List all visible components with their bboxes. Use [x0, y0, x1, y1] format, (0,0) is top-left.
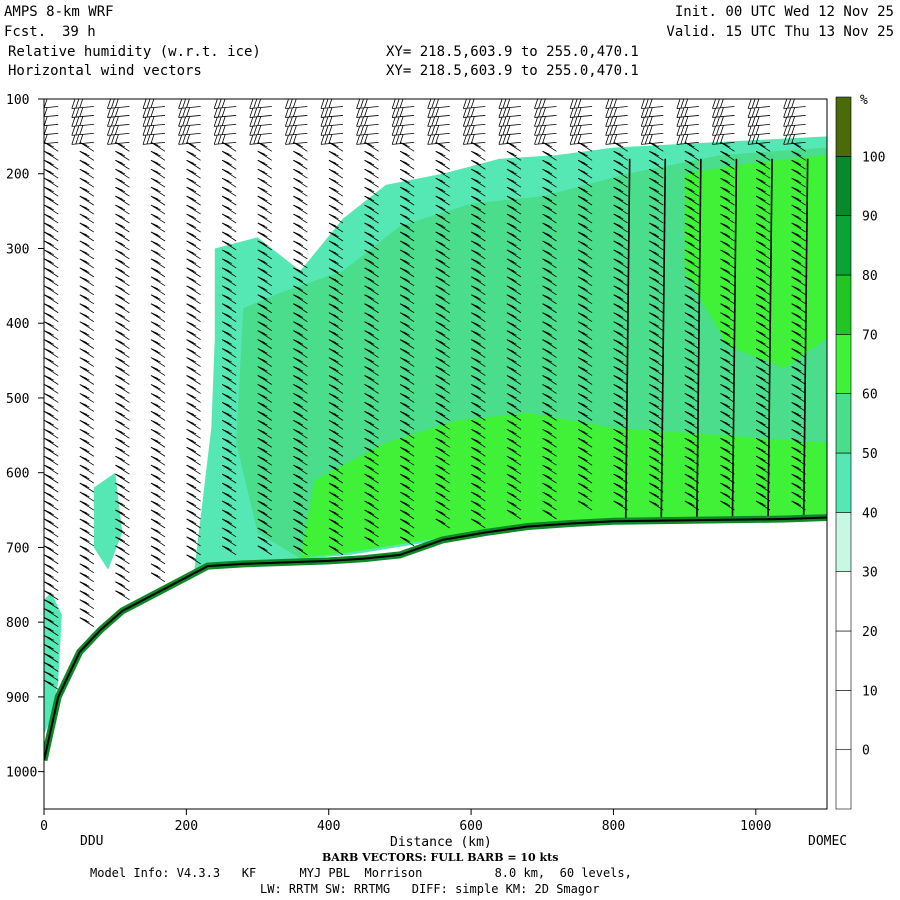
y-tick-label-5: 600 — [6, 467, 29, 482]
axes: 0 200 400 600 800 1000 100 200 300 400 500 600 700 80… — [6, 93, 771, 834]
colorbar-label-9: 90 — [862, 210, 878, 225]
barb-column-3 — [142, 99, 166, 583]
rh-field — [44, 136, 827, 735]
barb-column-17 — [640, 99, 667, 521]
colorbar-label-2: 20 — [862, 625, 878, 640]
fcst-label: Fcst. — [4, 24, 47, 40]
colorbar-label-8: 80 — [862, 269, 878, 284]
colorbar-label-1: 10 — [862, 684, 878, 699]
y-tick-label-7: 800 — [6, 616, 29, 631]
barb-column-21 — [783, 99, 809, 519]
barb-column-4 — [178, 99, 201, 565]
rh-region-4 — [44, 592, 62, 735]
barb-column-9 — [356, 99, 379, 547]
rh-region-3 — [300, 412, 827, 558]
field1-label: Relative humidity (w.r.t. ice) — [8, 44, 261, 60]
x-tick-label-2: 400 — [317, 819, 340, 834]
field2-label: Horizontal wind vectors — [8, 63, 202, 79]
terrain — [44, 514, 827, 809]
barb-column-13 — [498, 99, 522, 520]
init-time: Init. 00 UTC Wed 12 Nov 25 — [674, 4, 894, 20]
barb-column-0 — [44, 99, 59, 690]
y-tick-label-3: 400 — [6, 317, 29, 332]
x-tick-label-0: 0 — [40, 819, 48, 834]
barb-column-20 — [747, 99, 773, 520]
colorbar-swatch-8 — [835, 274, 852, 335]
barb-column-2 — [107, 99, 130, 601]
y-tick-label-0: 100 — [6, 93, 29, 108]
plot-frame — [43, 98, 828, 810]
colorbar-swatch-10 — [835, 156, 852, 216]
barb-column-11 — [427, 99, 450, 529]
colorbar-unit: % — [860, 93, 868, 108]
wind-barbs — [44, 99, 809, 690]
colorbar-label-3: 30 — [862, 566, 878, 581]
barb-column-19 — [712, 99, 738, 520]
y-tick-label-9: 1000 — [6, 766, 37, 781]
barb-column-8 — [320, 99, 344, 556]
xy-line1: XY= 218.5,603.9 to 255.0,470.1 — [386, 44, 639, 60]
x-tick-label-5: 1000 — [740, 819, 771, 834]
colorbar-swatch-9 — [835, 215, 852, 276]
barb-column-16 — [605, 99, 631, 522]
y-tick-label-6: 700 — [6, 541, 29, 556]
colorbar-label-4: 40 — [862, 506, 878, 521]
y-tick-label-2: 300 — [6, 242, 29, 257]
station-right: DOMEC — [808, 834, 848, 849]
colorbar-label-10: 100 — [862, 150, 885, 165]
colorbar-swatch-3 — [835, 571, 852, 632]
colorbar-label-7: 70 — [862, 328, 878, 343]
station-left: DDU — [80, 834, 104, 849]
colorbar: 0 10 20 30 40 50 60 70 80 90 100% — [835, 93, 885, 810]
barb-column-15 — [569, 99, 593, 511]
barb-column-5 — [213, 99, 237, 556]
colorbar-swatch-2 — [835, 630, 852, 691]
barb-column-14 — [534, 99, 557, 520]
colorbar-swatch-4 — [835, 512, 852, 572]
colorbar-swatch-6 — [835, 393, 852, 454]
barb-note: BARB VECTORS: FULL BARB = 10 kts — [322, 851, 559, 864]
y-tick-label-4: 500 — [6, 392, 29, 407]
barb-column-10 — [391, 99, 415, 547]
y-tick-label-1: 200 — [6, 168, 29, 183]
xy-line2: XY= 218.5,603.9 to 255.0,470.1 — [386, 63, 639, 79]
colorbar-label-0: 0 — [862, 744, 870, 759]
y-tick-label-8: 900 — [6, 691, 29, 706]
x-tick-label-3: 600 — [459, 819, 482, 834]
rh-region-2 — [684, 155, 827, 369]
barb-column-18 — [676, 99, 702, 521]
model-info2: LW: RRTM SW: RRTMG DIFF: simple KM: 2D S… — [260, 882, 600, 896]
colorbar-swatch-5 — [835, 452, 852, 513]
terrain-fill — [44, 517, 827, 809]
colorbar-swatch-0 — [835, 749, 852, 810]
colorbar-label-6: 60 — [862, 388, 878, 403]
x-tick-label-1: 200 — [175, 819, 198, 834]
model-info: Model Info: V4.3.3 KF MYJ PBL Morrison 8… — [90, 866, 632, 880]
barb-column-1 — [71, 99, 95, 627]
x-tick-label-4: 800 — [602, 819, 625, 834]
colorbar-swatch-1 — [835, 690, 852, 750]
barb-column-12 — [462, 99, 486, 529]
barb-column-6 — [249, 99, 272, 556]
x-axis-label: Distance (km) — [390, 835, 492, 850]
colorbar-label-5: 50 — [862, 447, 878, 462]
colorbar-swatch-7 — [835, 334, 852, 394]
valid-time: Valid. 15 UTC Thu 13 Nov 25 — [666, 24, 894, 40]
colorbar-swatch-11 — [835, 96, 852, 157]
rh-region-5 — [93, 472, 123, 570]
model-title: AMPS 8-km WRF — [4, 4, 114, 20]
fcst-value: 39 h — [62, 24, 96, 40]
barb-column-7 — [284, 99, 308, 556]
terrain-line — [44, 516, 827, 761]
